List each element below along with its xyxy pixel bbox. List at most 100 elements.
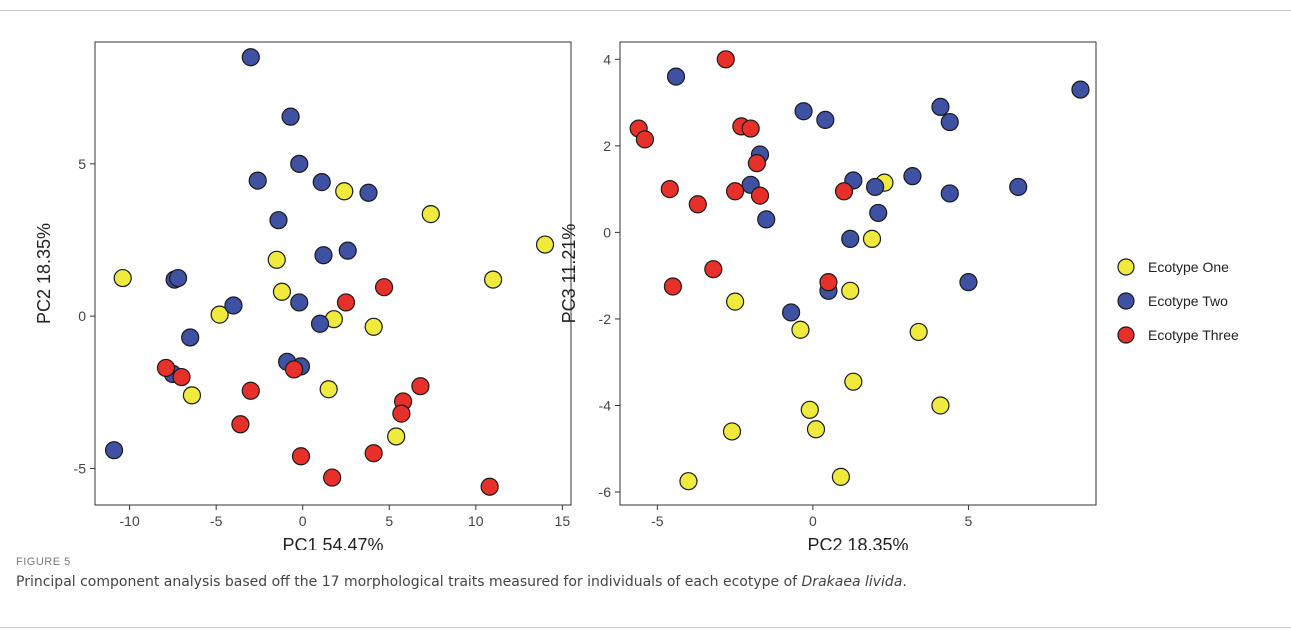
legend-label-ecotype-one: Ecotype One: [1148, 259, 1229, 275]
point-ecotype-one: [267, 250, 286, 269]
point-ecotype-two: [757, 210, 776, 229]
point-ecotype-three: [231, 415, 250, 434]
caption-text-before: Principal component analysis based off t…: [16, 574, 802, 590]
point-ecotype-one: [800, 400, 819, 419]
point-ecotype-three: [750, 186, 770, 205]
point-ecotype-three: [241, 381, 260, 400]
point-ecotype-two: [794, 102, 813, 121]
point-ecotype-three: [291, 447, 311, 466]
point-ecotype-two: [248, 171, 267, 190]
point-ecotype-three: [741, 119, 760, 138]
point-ecotype-two: [866, 177, 885, 197]
point-ecotype-one: [335, 182, 354, 201]
point-ecotype-two: [903, 167, 922, 186]
y-tick-label: 4: [603, 51, 611, 67]
point-ecotype-two: [940, 112, 959, 132]
x-tick-label: 15: [555, 513, 571, 529]
point-ecotype-one: [679, 472, 698, 491]
point-ecotype-two: [666, 67, 686, 86]
point-ecotype-one: [535, 235, 555, 254]
point-ecotype-three: [392, 404, 411, 423]
y-tick-label: 2: [603, 138, 611, 154]
point-ecotype-three: [834, 182, 854, 201]
caption-text-after: .: [902, 574, 907, 590]
x-axis-label: PC1 54.47%: [282, 535, 383, 550]
y-tick-label: -5: [74, 460, 87, 476]
x-tick-label: 0: [809, 513, 817, 529]
y-axis-label: PC2 18.35%: [34, 223, 54, 324]
legend-label-ecotype-three: Ecotype Three: [1148, 327, 1239, 343]
point-ecotype-two: [104, 441, 124, 460]
point-ecotype-one: [909, 322, 928, 342]
x-tick-label: -5: [651, 513, 664, 529]
caption-species: Drakaea livida: [801, 574, 903, 590]
point-ecotype-one: [182, 386, 202, 405]
point-ecotype-one: [931, 396, 950, 415]
y-tick-label: 0: [603, 224, 611, 240]
point-ecotype-two: [1071, 80, 1090, 99]
figure-caption: FIGURE 5 Principal component analysis ba…: [16, 556, 1276, 590]
x-tick-label: 5: [965, 513, 973, 529]
point-ecotype-three: [284, 360, 304, 379]
point-ecotype-one: [319, 380, 338, 399]
point-ecotype-two: [931, 97, 950, 117]
y-tick-label: -6: [599, 484, 612, 500]
point-ecotype-one: [722, 422, 742, 441]
point-ecotype-two: [310, 314, 330, 333]
point-ecotype-two: [312, 173, 331, 192]
point-ecotype-two: [338, 241, 357, 260]
point-ecotype-one: [791, 320, 810, 339]
point-ecotype-one: [862, 229, 882, 248]
point-ecotype-two: [816, 110, 835, 129]
point-ecotype-three: [364, 444, 383, 463]
x-tick-label: -5: [210, 513, 223, 529]
point-ecotype-three: [660, 180, 679, 199]
point-ecotype-three: [374, 278, 394, 297]
caption-text: Principal component analysis based off t…: [16, 574, 1276, 590]
y-tick-label: 0: [78, 308, 86, 324]
legend-swatch-ecotype-one: [1117, 258, 1135, 276]
point-ecotype-one: [841, 281, 860, 300]
y-tick-label: -4: [599, 397, 612, 413]
point-ecotype-one: [726, 292, 745, 311]
point-ecotype-one: [113, 268, 132, 288]
point-ecotype-two: [359, 183, 378, 202]
point-ecotype-three: [747, 154, 766, 173]
point-ecotype-two: [269, 211, 288, 230]
point-ecotype-three: [716, 50, 735, 69]
point-ecotype-two: [869, 203, 888, 223]
point-ecotype-three: [156, 358, 176, 378]
point-ecotype-three: [336, 293, 356, 312]
point-ecotype-one: [484, 270, 503, 289]
x-tick-label: -10: [120, 513, 140, 529]
point-ecotype-one: [364, 317, 383, 336]
point-ecotype-two: [1009, 177, 1028, 197]
point-ecotype-two: [940, 184, 959, 203]
point-ecotype-three: [704, 260, 723, 279]
point-ecotype-two: [181, 328, 200, 347]
point-ecotype-three: [635, 130, 654, 149]
point-ecotype-one: [210, 305, 229, 324]
panel-right: -5 0 5 -6 -4 -2 0 2 4 PC2 18.35% PC3 11.21%: [559, 41, 1097, 550]
legend-swatch-ecotype-two: [1117, 292, 1135, 310]
point-ecotype-three: [726, 182, 745, 201]
bottom-rule: [0, 627, 1291, 628]
point-ecotype-three: [819, 273, 838, 292]
plot-frame: [619, 41, 1097, 506]
point-ecotype-two: [782, 303, 801, 322]
point-ecotype-two: [314, 246, 333, 265]
figure-label: FIGURE 5: [16, 556, 71, 568]
point-ecotype-one: [272, 282, 292, 301]
point-ecotype-one: [844, 372, 863, 391]
point-ecotype-two: [290, 293, 309, 312]
point-ecotype-two: [281, 107, 300, 126]
point-ecotype-two: [168, 268, 188, 288]
point-ecotype-two: [841, 229, 860, 248]
legend: Ecotype One Ecotype Two Ecotype Three: [1117, 258, 1239, 344]
point-ecotype-two: [241, 48, 260, 67]
point-ecotype-one: [831, 467, 850, 486]
point-ecotype-two: [959, 273, 978, 292]
point-ecotype-three: [663, 277, 682, 296]
point-ecotype-three: [480, 477, 499, 496]
